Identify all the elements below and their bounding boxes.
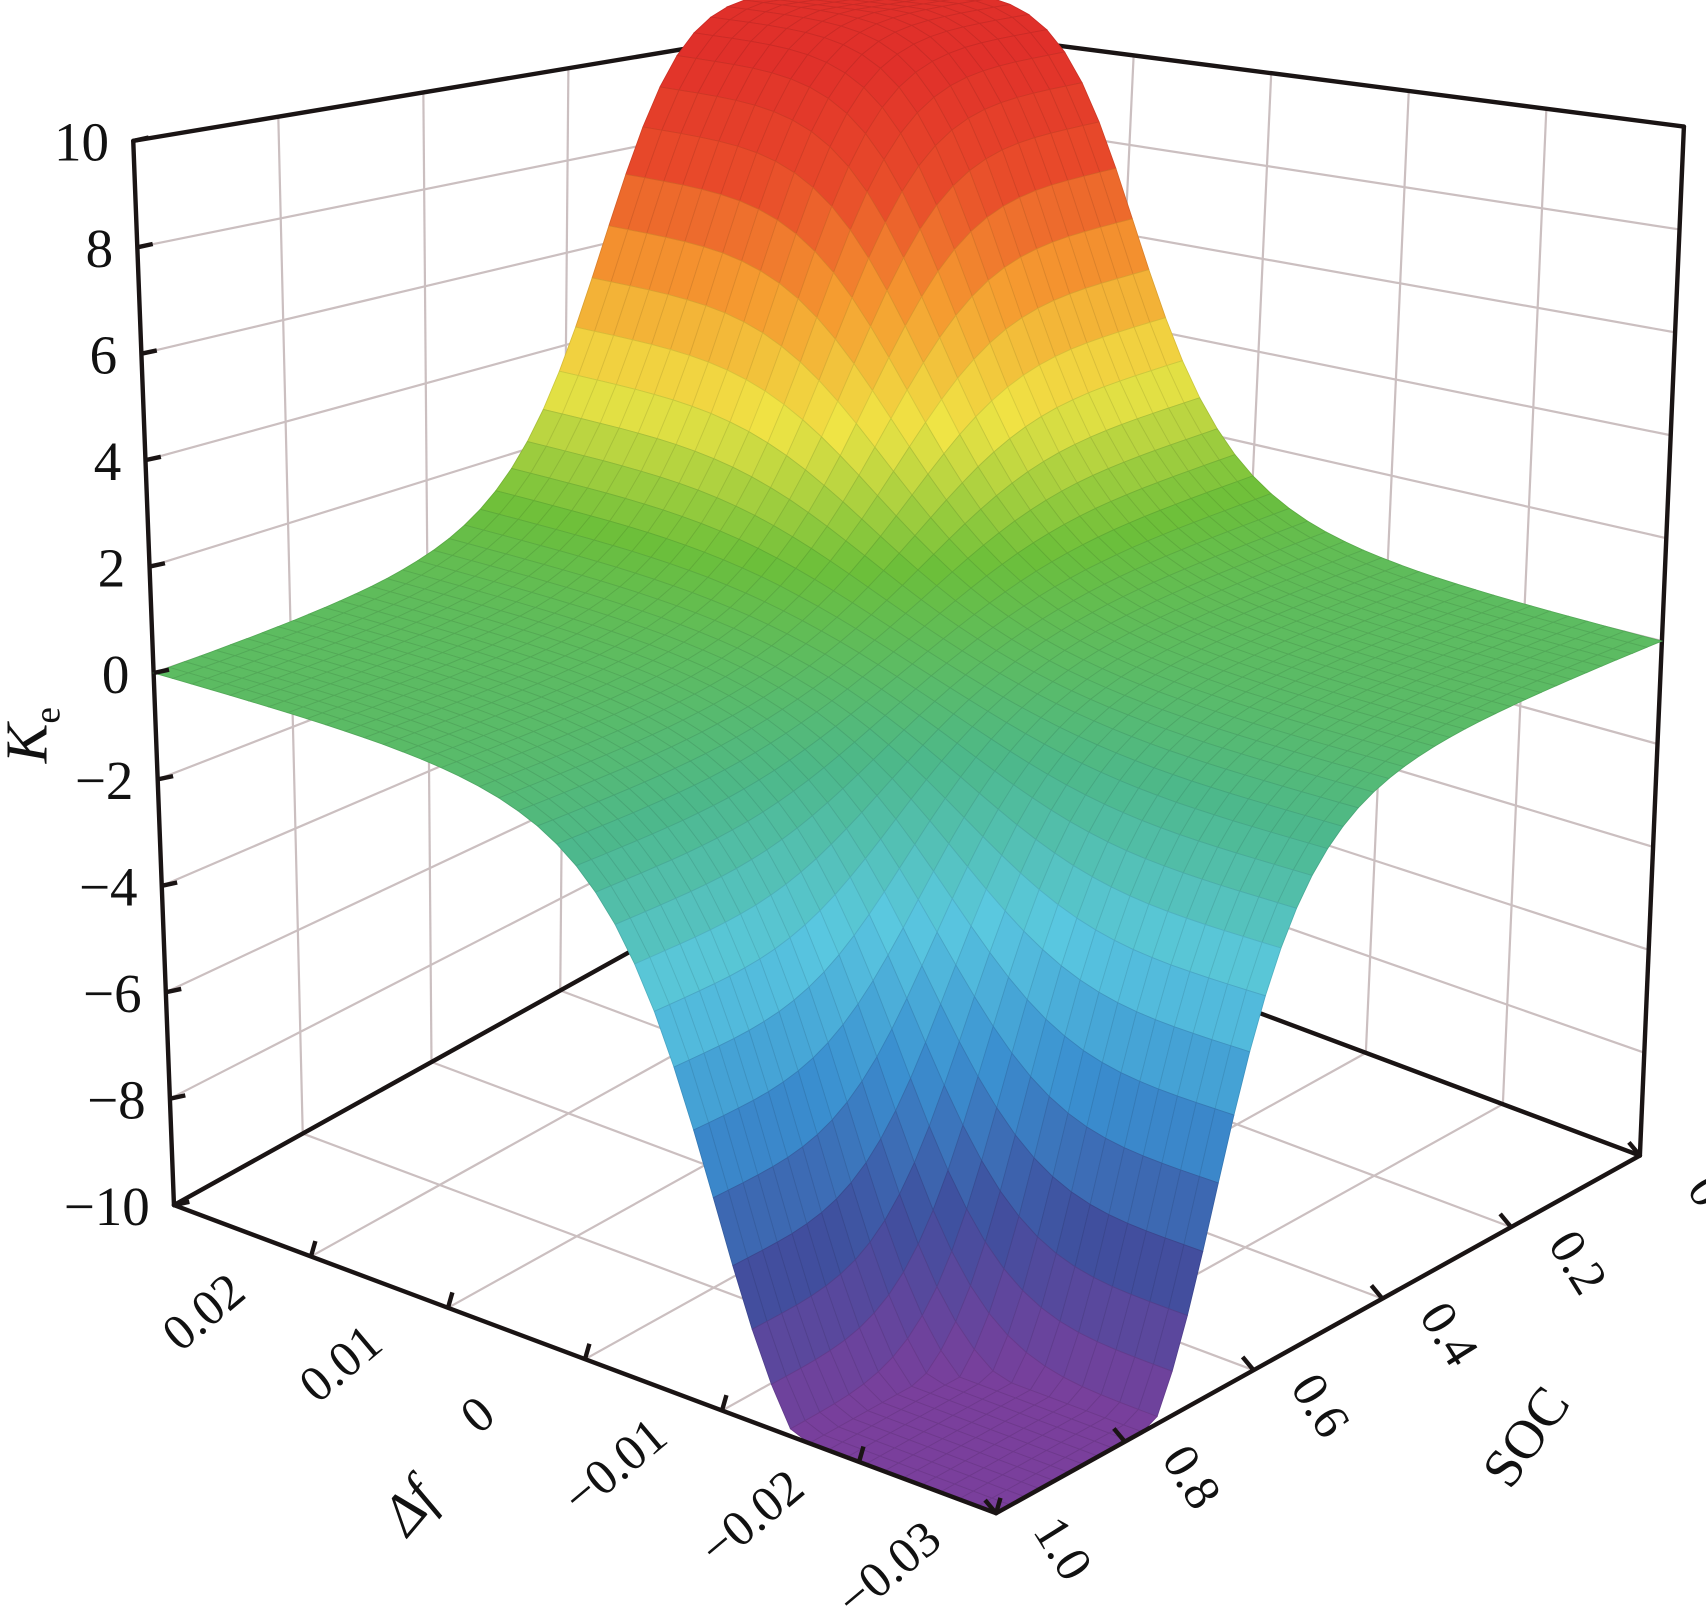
y-tick-label: 0.6 bbox=[1280, 1364, 1361, 1447]
y-tick-mark bbox=[1369, 1284, 1385, 1301]
x-tick-label: 0 bbox=[450, 1385, 505, 1444]
y-axis-title: SOC bbox=[1470, 1375, 1581, 1498]
y-tick-mark bbox=[1498, 1212, 1513, 1229]
x-tick-mark bbox=[856, 1445, 866, 1463]
z-tick-mark bbox=[149, 561, 166, 569]
z-tick-label: 4 bbox=[94, 431, 122, 492]
z-tick-mark bbox=[140, 348, 158, 356]
x-tick-mark bbox=[993, 1497, 1003, 1514]
y-tick-label: 0.2 bbox=[1538, 1220, 1619, 1303]
x-tick-mark bbox=[719, 1394, 729, 1412]
z-tick-mark bbox=[169, 1093, 186, 1101]
z-tick-label: −4 bbox=[79, 857, 138, 918]
z-tick-mark bbox=[161, 880, 178, 888]
x-tick-mark bbox=[445, 1291, 455, 1309]
z-tick-label: −6 bbox=[83, 963, 142, 1024]
y-tick-label: 0 bbox=[1677, 1165, 1706, 1216]
x-tick-label: 0.01 bbox=[288, 1313, 392, 1413]
y-tick-mark bbox=[1112, 1427, 1127, 1444]
x-tick-label: 0.02 bbox=[151, 1262, 255, 1362]
z-tick-label: 10 bbox=[54, 112, 109, 173]
z-tick-mark bbox=[153, 667, 170, 676]
z-tick-mark bbox=[173, 1199, 190, 1208]
z-tick-label: 2 bbox=[98, 537, 126, 598]
y-tick-mark bbox=[1627, 1140, 1642, 1157]
y-tick-mark bbox=[983, 1498, 998, 1515]
z-tick-label: 6 bbox=[90, 325, 118, 386]
x-tick-mark bbox=[308, 1240, 318, 1258]
z-tick-label: −8 bbox=[87, 1069, 146, 1130]
x-tick-label: −0.01 bbox=[551, 1407, 677, 1525]
z-tick-label: 8 bbox=[86, 218, 114, 279]
surface bbox=[152, 0, 1664, 1514]
x-tick-label: −0.03 bbox=[825, 1509, 951, 1620]
z-tick-label: −10 bbox=[64, 1176, 150, 1237]
z-tick-mark bbox=[157, 773, 174, 782]
x-tick-label: −0.02 bbox=[688, 1458, 814, 1576]
x-tick-mark bbox=[582, 1343, 592, 1360]
z-tick-mark bbox=[165, 986, 182, 995]
z-axis-title: Ke bbox=[0, 707, 69, 764]
y-tick-label: 0.4 bbox=[1409, 1292, 1490, 1375]
y-tick-label: 1.0 bbox=[1023, 1507, 1104, 1590]
y-tick-mark bbox=[1240, 1355, 1256, 1372]
z-tick-label: −2 bbox=[75, 750, 134, 811]
x-axis-title: Δf bbox=[368, 1462, 454, 1547]
z-tick-mark bbox=[144, 454, 162, 463]
z-tick-label: 0 bbox=[102, 644, 130, 705]
y-axis-line bbox=[993, 1153, 1643, 1516]
z-tick-mark bbox=[132, 135, 150, 144]
y-tick-label: 0.8 bbox=[1152, 1435, 1233, 1518]
z-tick-mark bbox=[136, 241, 154, 250]
